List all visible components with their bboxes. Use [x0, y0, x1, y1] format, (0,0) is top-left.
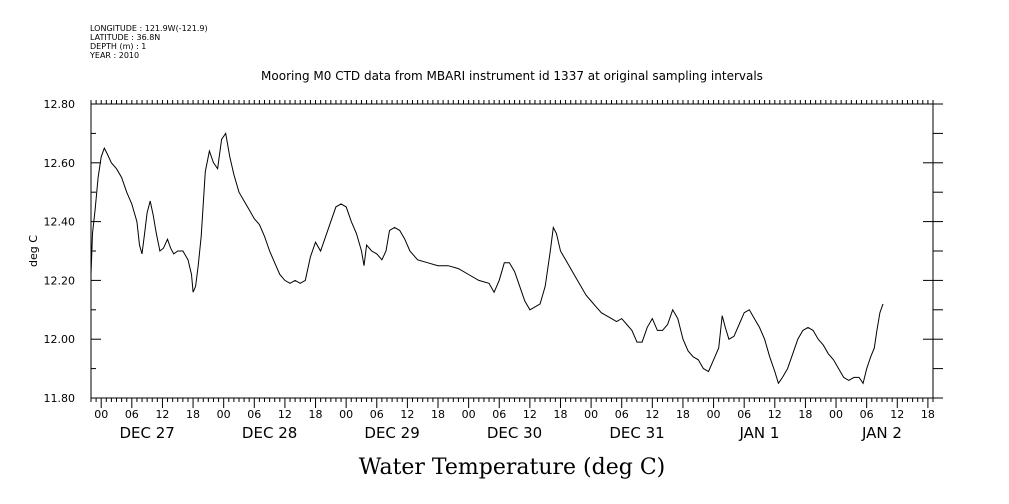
day-label: DEC 29 — [364, 424, 419, 442]
plot-frame — [90, 103, 934, 399]
meta-latitude: LATITUDE : 36.8N — [90, 33, 160, 42]
x-hour-label: 12 — [890, 408, 904, 421]
x-hour-label: 06 — [615, 408, 629, 421]
y-tick-label: 11.80 — [44, 392, 76, 405]
x-hour-label: 00 — [707, 408, 721, 421]
x-hour-label: 06 — [737, 408, 751, 421]
x-hour-label: 00 — [584, 408, 598, 421]
day-label: JAN 1 — [739, 424, 780, 442]
y-tick-label: 12.00 — [44, 333, 76, 346]
series-line-water-temperature — [90, 132, 884, 385]
x-hour-label: 18 — [921, 408, 935, 421]
axes-group: 12.80 12.60 12.40 12.20 12.00 11.80 00 06 12 18 00… — [44, 98, 943, 442]
x-hour-label: 18 — [309, 408, 323, 421]
meta-longitude: LONGITUDE : 121.9W(-121.9) — [90, 24, 208, 33]
y-tick-label: 12.40 — [44, 216, 76, 229]
meta-year: YEAR : 2010 — [89, 51, 139, 60]
x-hour-label: 00 — [217, 408, 231, 421]
x-axis-title: Water Temperature (deg C) — [359, 455, 666, 480]
x-hour-label: 12 — [155, 408, 169, 421]
x-hour-label: 00 — [462, 408, 476, 421]
x-hour-label: 18 — [186, 408, 200, 421]
day-label: DEC 31 — [609, 424, 664, 442]
y-tick-label: 12.60 — [44, 157, 76, 170]
x-hour-label: 12 — [523, 408, 537, 421]
x-hour-label: 18 — [798, 408, 812, 421]
day-label: DEC 30 — [487, 424, 542, 442]
x-hour-label: 06 — [247, 408, 261, 421]
x-hour-label: 12 — [400, 408, 414, 421]
y-tick-label: 12.80 — [44, 98, 76, 111]
x-hour-label: 06 — [492, 408, 506, 421]
chart-title: Mooring M0 CTD data from MBARI instrumen… — [261, 69, 763, 83]
x-hour-label: 18 — [553, 408, 567, 421]
metadata-block: LONGITUDE : 121.9W(-121.9) LATITUDE : 36… — [89, 24, 208, 60]
day-label: JAN 2 — [861, 424, 902, 442]
day-label: DEC 27 — [119, 424, 174, 442]
x-hour-label: 12 — [768, 408, 782, 421]
meta-depth: DEPTH (m) : 1 — [90, 42, 146, 51]
x-hour-label: 06 — [860, 408, 874, 421]
x-hour-label: 06 — [370, 408, 384, 421]
x-hour-label: 06 — [125, 408, 139, 421]
x-hour-label: 00 — [339, 408, 353, 421]
day-label: DEC 28 — [242, 424, 297, 442]
x-hour-label: 00 — [94, 408, 108, 421]
y-axis-label: deg C — [27, 235, 40, 267]
x-hour-label: 12 — [645, 408, 659, 421]
x-hour-label: 12 — [278, 408, 292, 421]
x-hour-label: 18 — [431, 408, 445, 421]
x-hour-label: 00 — [829, 408, 843, 421]
x-hour-label: 18 — [676, 408, 690, 421]
y-tick-label: 12.20 — [44, 274, 76, 287]
